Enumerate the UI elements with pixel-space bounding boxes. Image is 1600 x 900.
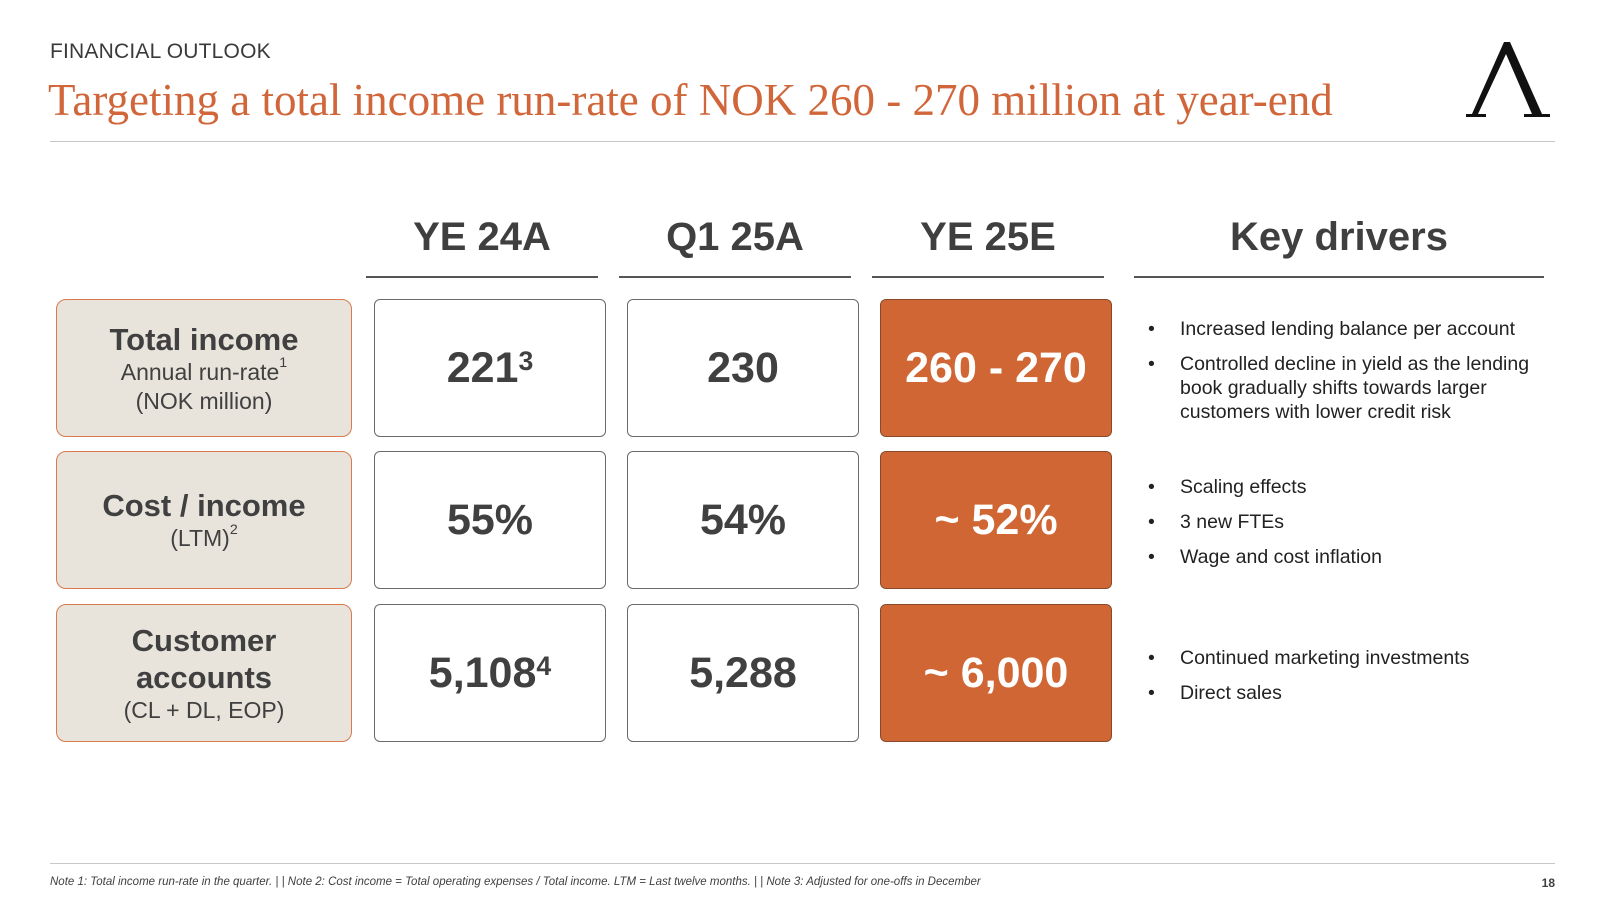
value-cost-income-q125a: 54% [627,451,859,589]
value-total-income-ye24a: 221 3 [374,299,606,437]
list-item: • Wage and cost inflation [1148,546,1382,568]
row-label-total-income: Total income Annual run-rate1 (NOK milli… [56,299,352,437]
row-label-unit: (NOK million) [135,387,273,414]
footnotes: Note 1: Total income run-rate in the qua… [50,876,981,888]
drivers-list-cost-income: • Scaling effects • 3 new FTEs • Wage and c… [1136,475,1556,580]
footer-divider [50,863,1555,864]
column-underline [619,276,851,278]
drivers-list-total-income: • Increased lending balance per account •… [1136,317,1556,435]
list-item: • 3 new FTEs [1148,511,1285,533]
row-label-customer-accounts: Customer accounts (CL + DL, EOP) [56,604,352,742]
column-header-key-drivers: Key drivers [1230,215,1448,259]
value-cost-income-ye25e: ~ 52% [880,451,1112,589]
row-label-subtitle: Annual run-rate1 [120,355,288,385]
page-title: Targeting a total income run-rate of NOK… [48,75,1333,125]
drivers-list-customer-accounts: • Continued marketing investments • Direct… [1136,646,1556,716]
row-label-subtitle: (CL + DL, EOP) [123,696,285,723]
column-header-ye25e: YE 25E [920,215,1056,259]
section-label: FINANCIAL OUTLOOK [50,40,271,63]
value-total-income-ye25e: 260 - 270 [880,299,1112,437]
page-number: 18 [1541,876,1555,890]
list-item: • Controlled decline in yield as the lend… [1148,353,1530,423]
row-label-title: Cost / income [102,488,306,523]
value-cost-income-ye24a: 55% [374,451,606,589]
column-underline [1134,276,1544,278]
row-label-title: accounts [135,659,273,695]
list-item: • Scaling effects [1148,476,1307,498]
value-total-income-q125a: 230 [627,299,859,437]
value-customer-accounts-ye25e: ~ 6,000 [880,604,1112,742]
value-customer-accounts-q125a: 5,288 [627,604,859,742]
row-label-title: Total income [109,321,299,357]
row-label-cost-income: Cost / income (LTM)2 [56,451,352,589]
column-header-ye24a: YE 24A [413,215,551,259]
column-underline [872,276,1104,278]
list-item: • Continued marketing investments [1148,647,1470,669]
column-underline [366,276,598,278]
row-label-subtitle: (LTM)2 [170,521,238,551]
company-logo [1466,42,1550,117]
value-customer-accounts-ye24a: 5,108 4 [374,604,606,742]
header-divider [50,141,1555,142]
list-item: • Direct sales [1148,682,1282,704]
row-label-title: Customer [131,622,277,658]
list-item: • Increased lending balance per account [1148,318,1515,340]
column-header-q125a: Q1 25A [666,215,804,259]
